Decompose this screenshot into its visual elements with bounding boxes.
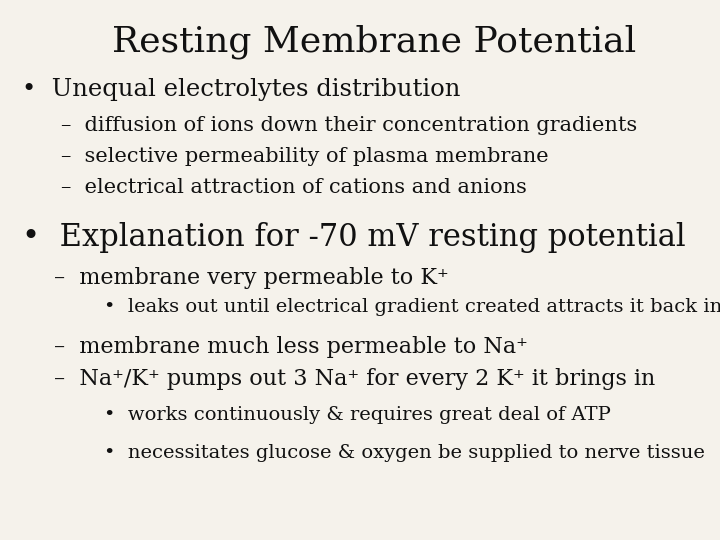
Text: •  Explanation for -70 mV resting potential: • Explanation for -70 mV resting potenti… <box>22 222 685 253</box>
Text: –  selective permeability of plasma membrane: – selective permeability of plasma membr… <box>61 147 549 166</box>
Text: •  works continuously & requires great deal of ATP: • works continuously & requires great de… <box>79 406 611 424</box>
Text: –  Na⁺/K⁺ pumps out 3 Na⁺ for every 2 K⁺ it brings in: – Na⁺/K⁺ pumps out 3 Na⁺ for every 2 K⁺ … <box>54 368 655 390</box>
Text: Resting Membrane Potential: Resting Membrane Potential <box>112 24 636 59</box>
Text: •  necessitates glucose & oxygen be supplied to nerve tissue: • necessitates glucose & oxygen be suppl… <box>79 444 705 462</box>
Text: –  membrane much less permeable to Na⁺: – membrane much less permeable to Na⁺ <box>54 336 528 358</box>
Text: •  Unequal electrolytes distribution: • Unequal electrolytes distribution <box>22 78 460 102</box>
Text: –  diffusion of ions down their concentration gradients: – diffusion of ions down their concentra… <box>61 116 637 135</box>
Text: •  leaks out until electrical gradient created attracts it back in: • leaks out until electrical gradient cr… <box>79 298 720 316</box>
Text: –  membrane very permeable to K⁺: – membrane very permeable to K⁺ <box>54 267 449 289</box>
Text: –  electrical attraction of cations and anions: – electrical attraction of cations and a… <box>61 178 527 197</box>
